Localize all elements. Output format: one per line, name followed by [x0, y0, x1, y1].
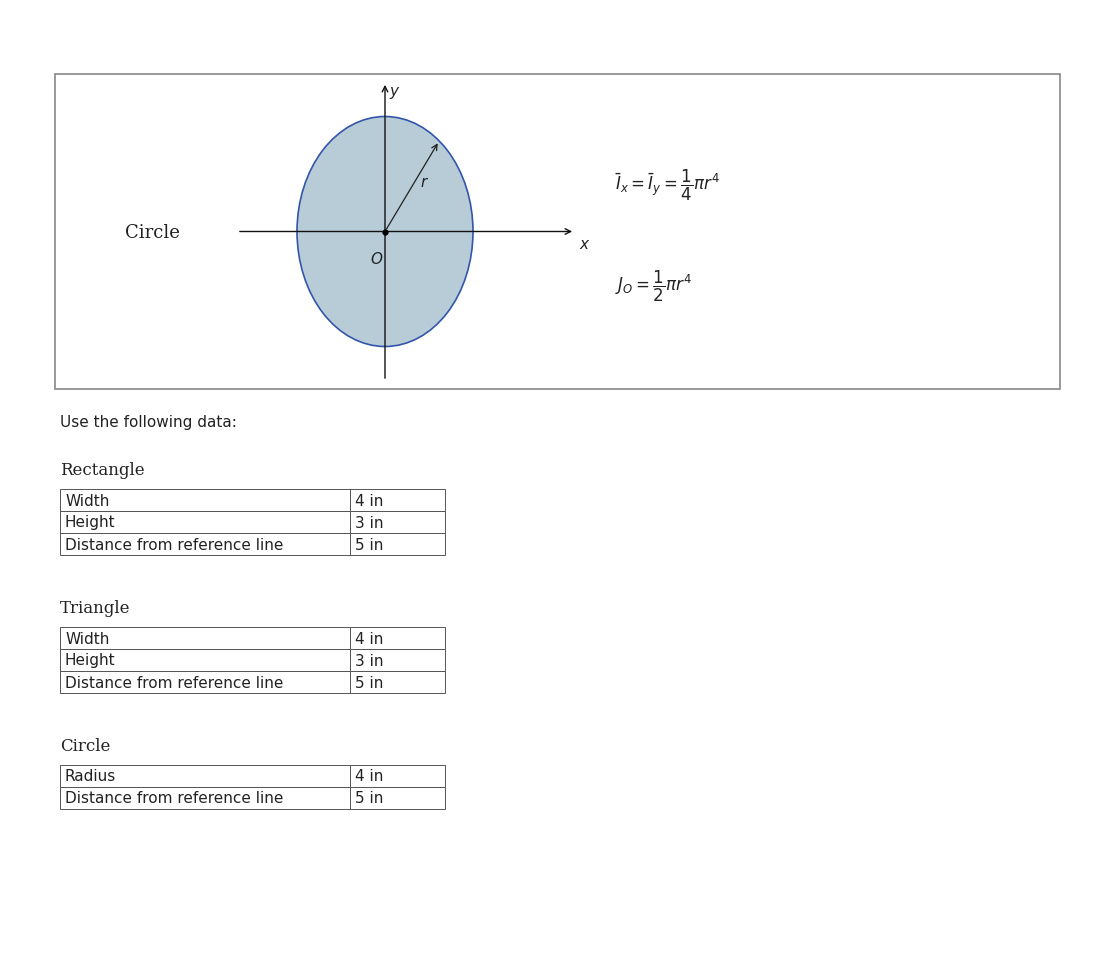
Text: Circle: Circle [60, 738, 111, 754]
Text: Distance from reference line: Distance from reference line [65, 537, 284, 552]
Bar [60, 627, 350, 649]
Bar [350, 765, 445, 787]
Text: $x$: $x$ [579, 236, 591, 252]
Text: Use the following data:: Use the following data: [60, 415, 237, 430]
Text: 5 in: 5 in [355, 537, 383, 552]
Bar [60, 787, 350, 809]
Bar [60, 512, 350, 534]
Text: Circle: Circle [125, 223, 179, 241]
Bar [350, 512, 445, 534]
Text: Distance from reference line: Distance from reference line [65, 791, 284, 805]
Bar [350, 671, 445, 693]
Text: Height: Height [65, 515, 115, 530]
Text: 3 in: 3 in [355, 515, 383, 530]
Bar [350, 490, 445, 512]
Text: 4 in: 4 in [355, 769, 383, 783]
Text: 5 in: 5 in [355, 675, 383, 690]
Bar [350, 534, 445, 556]
Text: $r$: $r$ [420, 174, 429, 190]
Bar [60, 649, 350, 671]
Bar [350, 627, 445, 649]
Text: $\bar{I}_x = \bar{I}_y = \dfrac{1}{4}\pi r^4$: $\bar{I}_x = \bar{I}_y = \dfrac{1}{4}\pi… [615, 168, 720, 203]
Ellipse shape [297, 117, 473, 347]
Text: 4 in: 4 in [355, 493, 383, 508]
Text: Width: Width [65, 493, 110, 508]
Text: Height: Height [65, 653, 115, 668]
Text: Radius: Radius [65, 769, 116, 783]
Bar [60, 490, 350, 512]
Bar [60, 534, 350, 556]
Bar [60, 671, 350, 693]
Text: $O$: $O$ [370, 251, 383, 266]
Text: 5 in: 5 in [355, 791, 383, 805]
Bar [350, 649, 445, 671]
Text: $J_O = \dfrac{1}{2}\pi r^4$: $J_O = \dfrac{1}{2}\pi r^4$ [615, 268, 691, 303]
Text: 3 in: 3 in [355, 653, 383, 668]
Text: 4 in: 4 in [355, 631, 383, 646]
Text: Triangle: Triangle [60, 599, 131, 617]
Text: $y$: $y$ [389, 85, 401, 101]
Bar [350, 787, 445, 809]
Bar [60, 765, 350, 787]
Text: Width: Width [65, 631, 110, 646]
Text: Distance from reference line: Distance from reference line [65, 675, 284, 690]
Text: Rectangle: Rectangle [60, 461, 145, 478]
